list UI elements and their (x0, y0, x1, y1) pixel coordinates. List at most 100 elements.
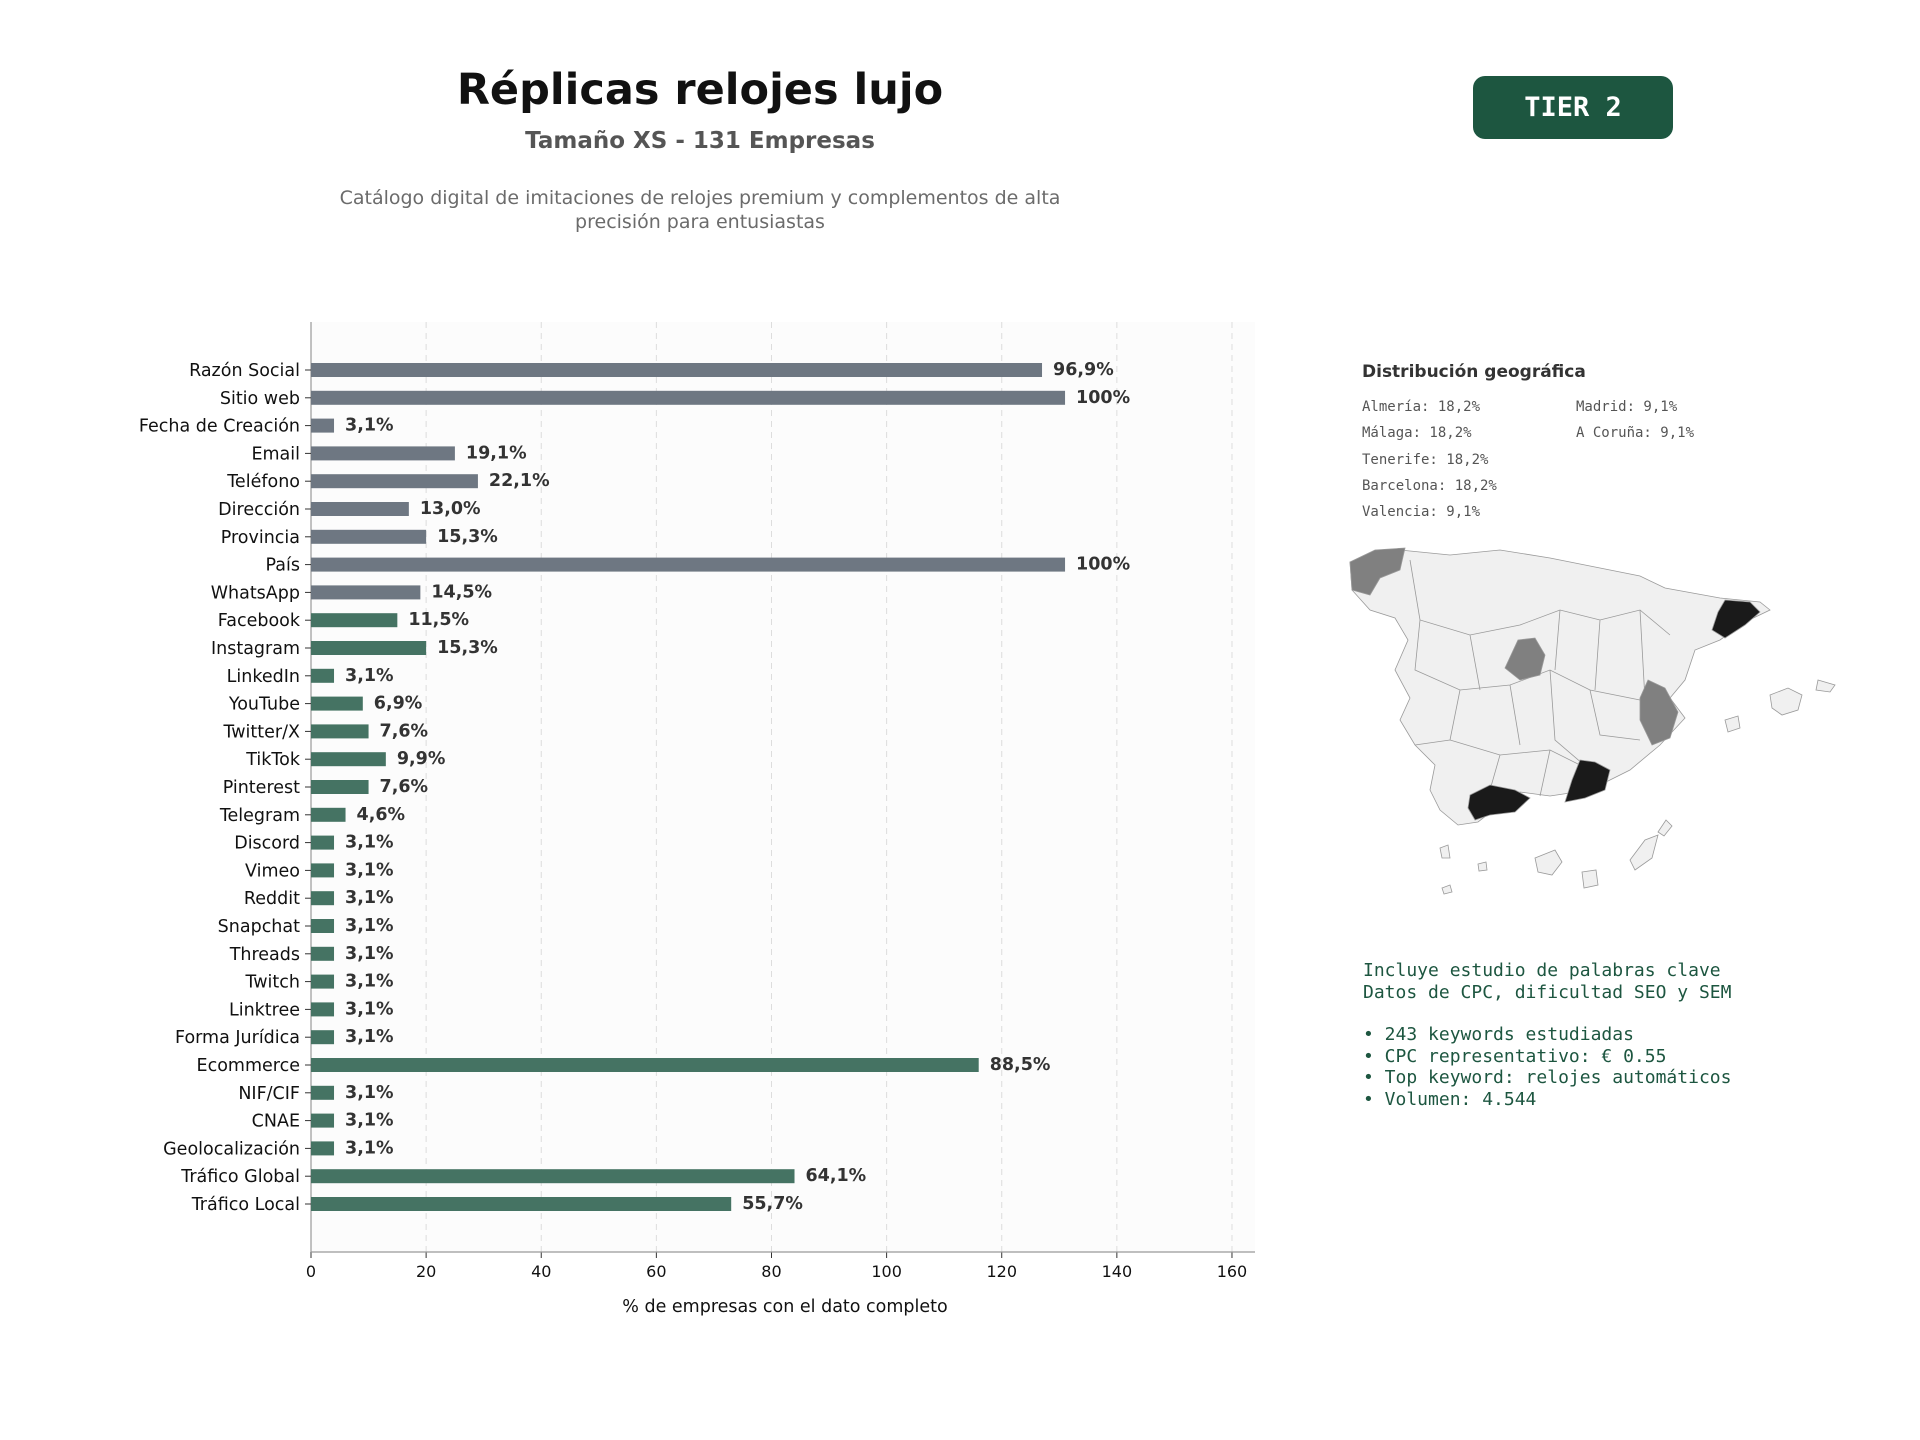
data-label: 3,1% (345, 972, 394, 992)
category-label: Dirección (218, 500, 300, 520)
map-region-a-coruna (1349, 547, 1406, 596)
data-label: 7,6% (380, 721, 429, 741)
bar (311, 891, 335, 906)
category-label: Email (251, 444, 300, 464)
data-label: 15,3% (437, 527, 498, 547)
map-region-almeria (1564, 759, 1611, 803)
category-label: Razón Social (189, 361, 300, 381)
data-label: 4,6% (357, 805, 406, 825)
map-region-madrid (1504, 637, 1546, 681)
bar (311, 1030, 335, 1045)
category-label: Reddit (244, 889, 300, 909)
category-label: TikTok (245, 750, 301, 770)
header: Réplicas relojes lujo Tamaño XS - 131 Em… (300, 62, 1100, 234)
data-label: 3,1% (345, 1083, 394, 1103)
map-region-menorca (1815, 679, 1836, 693)
keywords-bullet: • Volumen: 4.544 (1363, 1088, 1537, 1110)
x-tick-label: 100 (871, 1262, 902, 1281)
bar (311, 780, 369, 794)
keywords-bullet: • CPC representativo: € 0.55 (1363, 1045, 1667, 1067)
bar (311, 1002, 335, 1017)
data-label: 6,9% (374, 694, 423, 714)
bar (311, 1197, 732, 1211)
data-label: 88,5% (990, 1055, 1051, 1075)
bar (311, 529, 427, 544)
data-label: 3,1% (345, 860, 394, 880)
x-tick-label: 140 (1102, 1262, 1133, 1281)
data-label: 15,3% (437, 638, 498, 658)
data-label: 11,5% (408, 610, 469, 630)
x-tick-label: 160 (1217, 1262, 1248, 1281)
category-label: Fecha de Creación (139, 417, 300, 437)
keywords-line-2: Datos de CPC, dificultad SEO y SEM (1363, 981, 1732, 1003)
bar (311, 446, 455, 461)
bar (311, 835, 335, 850)
data-label: 3,1% (345, 666, 394, 686)
map-region-la-gomera (1477, 861, 1488, 872)
geo-item: A Coruña: 9,1% (1576, 425, 1695, 442)
bar (311, 974, 335, 989)
x-tick-label: 120 (986, 1262, 1017, 1281)
category-label: Teléfono (226, 472, 300, 492)
category-label: Tráfico Local (191, 1195, 300, 1215)
map-region-valencia (1639, 679, 1679, 746)
map-region-mallorca (1769, 687, 1803, 716)
data-label: 9,9% (397, 749, 446, 769)
bar (311, 696, 363, 711)
category-label: Threads (229, 945, 300, 965)
category-label: NIF/CIF (238, 1084, 300, 1104)
geo-item: Tenerife: 18,2% (1362, 451, 1489, 468)
map-region-fuerteventura (1629, 834, 1659, 871)
data-label: 13,0% (420, 499, 481, 519)
data-label: 14,5% (431, 582, 492, 602)
keywords-info: Incluye estudio de palabras clave Datos … (1363, 960, 1731, 1110)
page-subtitle: Tamaño XS - 131 Empresas (525, 128, 875, 154)
bar (311, 613, 398, 628)
bar (311, 557, 1066, 572)
category-label: Forma Jurídica (175, 1028, 300, 1048)
x-tick-label: 40 (531, 1262, 551, 1281)
category-label: LinkedIn (227, 667, 300, 687)
page-description: Catálogo digital de imitaciones de reloj… (339, 187, 1061, 233)
map-region-gran-canaria (1581, 869, 1599, 889)
category-label: Pinterest (223, 778, 300, 798)
data-label: 100% (1076, 388, 1130, 408)
map-region-lanzarote (1657, 819, 1673, 837)
category-label: Sitio web (220, 389, 300, 409)
category-label: Discord (234, 834, 300, 854)
category-label: País (266, 556, 300, 576)
category-label: Snapchat (218, 917, 300, 937)
keywords-bullet: • Top keyword: relojes automáticos (1363, 1067, 1732, 1088)
x-tick-label: 20 (416, 1262, 436, 1281)
bar (311, 474, 478, 489)
bar (311, 724, 369, 739)
bar (311, 752, 386, 767)
bar (311, 1141, 335, 1156)
x-tick-label: 80 (761, 1262, 781, 1281)
map-region-malaga (1467, 784, 1531, 821)
category-label: WhatsApp (211, 583, 300, 603)
data-label: 3,1% (345, 944, 394, 964)
geo-item: Almería: 18,2% (1362, 399, 1481, 415)
category-label: Twitter/X (222, 722, 300, 742)
data-label: 7,6% (380, 777, 429, 797)
data-label: 3,1% (345, 1027, 394, 1047)
bar (311, 946, 335, 961)
category-label: Vimeo (245, 861, 300, 881)
geo-item: Málaga: 18,2% (1362, 425, 1472, 442)
category-label: YouTube (228, 695, 300, 715)
map-region-ibiza (1724, 715, 1741, 733)
category-label: Facebook (218, 611, 301, 631)
category-label: Geolocalización (163, 1139, 300, 1159)
bar (311, 390, 1066, 405)
data-label: 3,1% (345, 916, 394, 936)
category-label: CNAE (252, 1112, 300, 1132)
bar (311, 363, 1043, 377)
x-tick-label: 60 (646, 1262, 666, 1281)
x-tick-label: 0 (306, 1262, 316, 1281)
category-label: Linktree (229, 1000, 300, 1020)
data-label: 3,1% (345, 833, 394, 853)
bar (311, 641, 427, 655)
data-label: 3,1% (345, 1138, 394, 1158)
category-label: Telegram (219, 806, 300, 826)
